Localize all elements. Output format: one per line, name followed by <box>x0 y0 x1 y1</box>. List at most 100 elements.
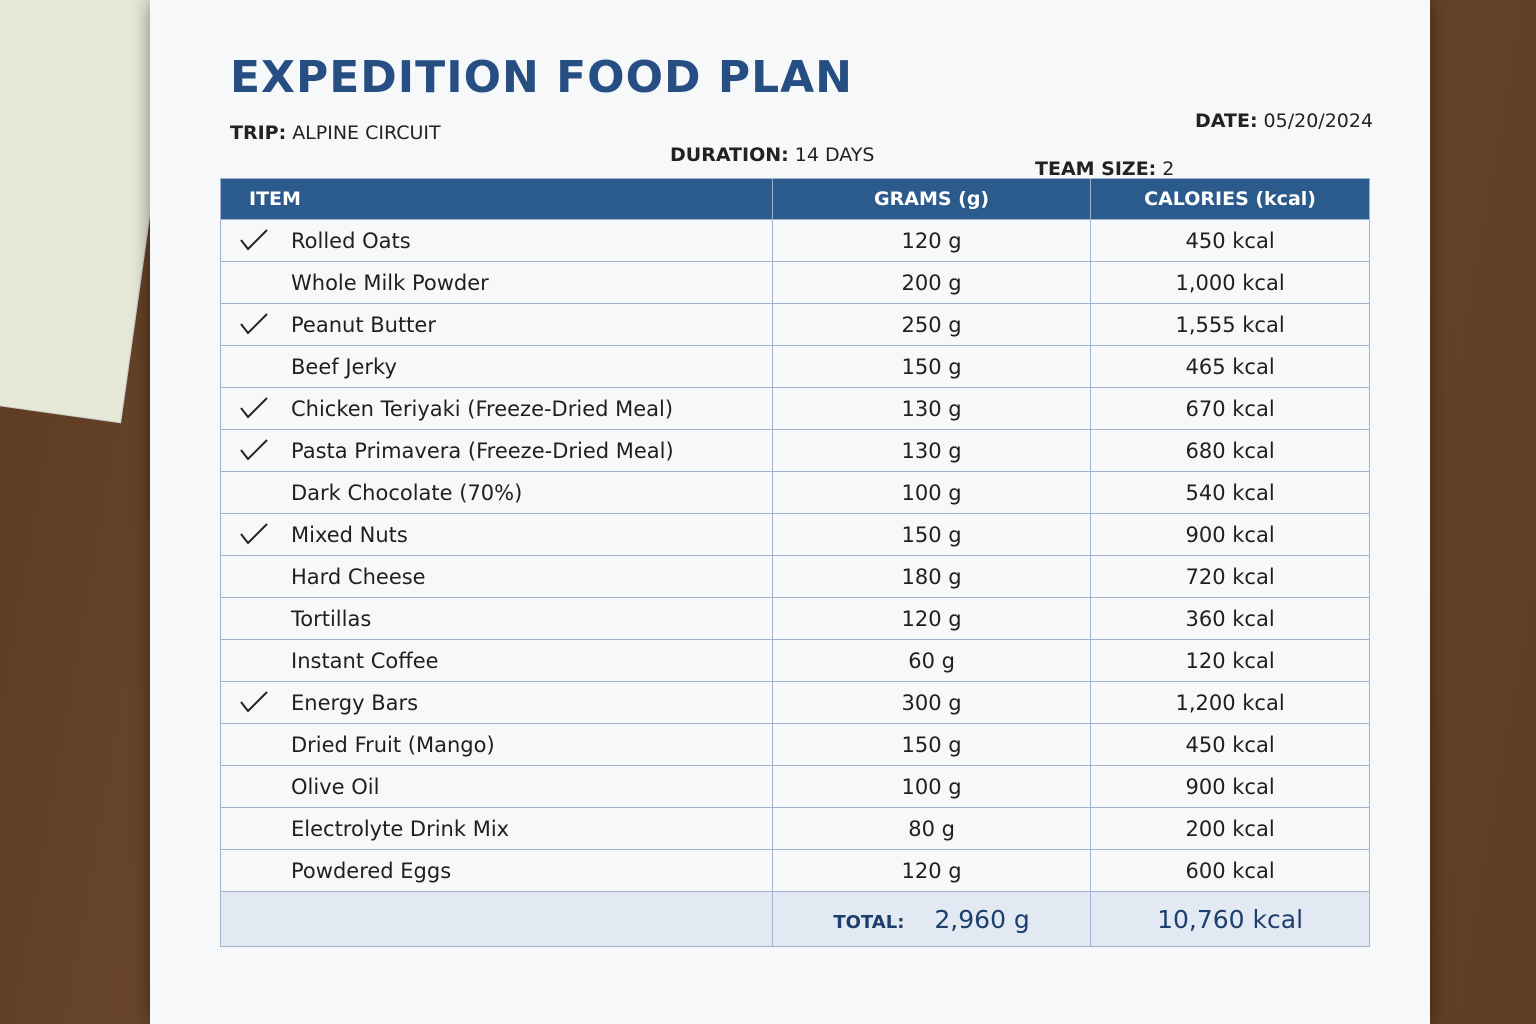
checkmark-stroke <box>240 229 268 251</box>
row: Beef Jerky 150 g 465 kcal <box>220 345 1370 388</box>
grams-cell: 150 g <box>771 513 1092 556</box>
item-name: Electrolyte Drink Mix <box>291 816 510 841</box>
item-cell: Energy Bars <box>220 681 773 724</box>
checkmark <box>240 313 268 335</box>
grams-cell: 200 g <box>771 261 1092 304</box>
rows: Rolled Oats 120 g 450 kcal Whole Milk Powde… <box>220 219 1370 892</box>
row: Peanut Butter 250 g 1,555 kcal <box>220 303 1370 346</box>
item-cell: Tortillas <box>220 597 773 640</box>
row: Dried Fruit (Mango) 150 g 450 kcal <box>220 723 1370 766</box>
item-cell: Pasta Primavera (Freeze-Dried Meal) <box>220 429 773 472</box>
grams-cell: 250 g <box>771 303 1092 346</box>
item-name: Dark Chocolate (70%) <box>291 480 523 505</box>
checkmark-stroke <box>240 439 268 461</box>
item-cell: Rolled Oats <box>220 219 773 262</box>
row: Tortillas 120 g 360 kcal <box>220 597 1370 640</box>
calories-cell: 720 kcal <box>1090 555 1370 598</box>
row: Rolled Oats 120 g 450 kcal <box>220 219 1370 262</box>
checkmark-stroke <box>240 313 268 335</box>
item-cell: Electrolyte Drink Mix <box>220 807 773 850</box>
paper: EXPEDITION FOOD PLAN TRIP: ALPINE CIRCUIT… <box>150 0 1430 1024</box>
value: 2,960 g <box>934 904 1030 934</box>
value: 05/20/2024 <box>1263 110 1374 132</box>
column-header: CALORIES (kcal) <box>1090 178 1370 220</box>
grams-cell: 130 g <box>771 387 1092 430</box>
total-row: TOTAL: 2,960 g 10,760 kcal <box>220 891 1370 947</box>
label: DATE: <box>1195 110 1258 132</box>
calories-cell: 540 kcal <box>1090 471 1370 514</box>
calories-cell: 120 kcal <box>1090 639 1370 682</box>
value: 14 DAYS <box>794 144 875 166</box>
header-row: ITEM GRAMS (g) CALORIES (kcal) <box>220 178 1370 220</box>
duration: DURATION: 14 DAYS <box>670 144 874 166</box>
total-calories: 10,760 kcal <box>1090 891 1370 947</box>
row: Instant Coffee 60 g 120 kcal <box>220 639 1370 682</box>
row: Powdered Eggs 120 g 600 kcal <box>220 849 1370 892</box>
item-name: Whole Milk Powder <box>291 270 489 295</box>
item-cell: Powdered Eggs <box>220 849 773 892</box>
item-name: Rolled Oats <box>291 228 411 253</box>
grams-cell: 60 g <box>771 639 1092 682</box>
calories-cell: 360 kcal <box>1090 597 1370 640</box>
checkmark-stroke <box>240 691 268 713</box>
checkmark <box>240 397 268 419</box>
item-name: Energy Bars <box>291 690 419 715</box>
calories-cell: 200 kcal <box>1090 807 1370 850</box>
calories-cell: 600 kcal <box>1090 849 1370 892</box>
column-header: ITEM <box>220 178 773 220</box>
item-name: Peanut Butter <box>291 312 436 337</box>
grams-cell: 150 g <box>771 723 1092 766</box>
value: ALPINE CIRCUIT <box>292 122 441 144</box>
item-cell: Instant Coffee <box>220 639 773 682</box>
checkmark <box>240 691 268 713</box>
calories-cell: 465 kcal <box>1090 345 1370 388</box>
item-name: Tortillas <box>291 606 372 631</box>
grams-cell: 150 g <box>771 345 1092 388</box>
trip: TRIP: ALPINE CIRCUIT <box>230 122 441 144</box>
grams-cell: 120 g <box>771 849 1092 892</box>
checkmark-stroke <box>240 397 268 419</box>
column-header: GRAMS (g) <box>771 178 1092 220</box>
grams-cell: 180 g <box>771 555 1092 598</box>
item-name: Instant Coffee <box>291 648 439 673</box>
item-cell: Beef Jerky <box>220 345 773 388</box>
item-name: Olive Oil <box>291 774 380 799</box>
team-size: TEAM SIZE: 2 <box>1035 158 1174 180</box>
grams-cell: 300 g <box>771 681 1092 724</box>
value: 2 <box>1162 158 1175 180</box>
row: Dark Chocolate (70%) 100 g 540 kcal <box>220 471 1370 514</box>
item-cell: Chicken Teriyaki (Freeze-Dried Meal) <box>220 387 773 430</box>
row: Mixed Nuts 150 g 900 kcal <box>220 513 1370 556</box>
item-cell: Mixed Nuts <box>220 513 773 556</box>
checkmark <box>240 523 268 545</box>
calories-cell: 1,000 kcal <box>1090 261 1370 304</box>
row: Energy Bars 300 g 1,200 kcal <box>220 681 1370 724</box>
row: Whole Milk Powder 200 g 1,000 kcal <box>220 261 1370 304</box>
calories-cell: 450 kcal <box>1090 723 1370 766</box>
checkmark <box>240 439 268 461</box>
item-cell: Dark Chocolate (70%) <box>220 471 773 514</box>
item-cell: Peanut Butter <box>220 303 773 346</box>
calories-cell: 1,200 kcal <box>1090 681 1370 724</box>
calories-cell: 680 kcal <box>1090 429 1370 472</box>
row: Chicken Teriyaki (Freeze-Dried Meal) 130 … <box>220 387 1370 430</box>
item-name: Hard Cheese <box>291 564 426 589</box>
food-table: ITEM GRAMS (g) CALORIES (kcal) Rolled Oa… <box>220 178 1370 947</box>
grams-cell: 80 g <box>771 807 1092 850</box>
grams-cell: 100 g <box>771 471 1092 514</box>
date: DATE: 05/20/2024 <box>1195 110 1373 132</box>
item-cell: Olive Oil <box>220 765 773 808</box>
label: DURATION: <box>670 144 789 166</box>
calories-cell: 900 kcal <box>1090 513 1370 556</box>
item-cell: Dried Fruit (Mango) <box>220 723 773 766</box>
checkmark <box>240 229 268 251</box>
item-name: Beef Jerky <box>291 354 397 379</box>
item-name: Mixed Nuts <box>291 522 408 547</box>
row: Electrolyte Drink Mix 80 g 200 kcal <box>220 807 1370 850</box>
item-name: Powdered Eggs <box>291 858 452 883</box>
label: TEAM SIZE: <box>1035 158 1157 180</box>
title: EXPEDITION FOOD PLAN <box>230 52 853 103</box>
row: Pasta Primavera (Freeze-Dried Meal) 130 g… <box>220 429 1370 472</box>
grams-cell: 120 g <box>771 219 1092 262</box>
